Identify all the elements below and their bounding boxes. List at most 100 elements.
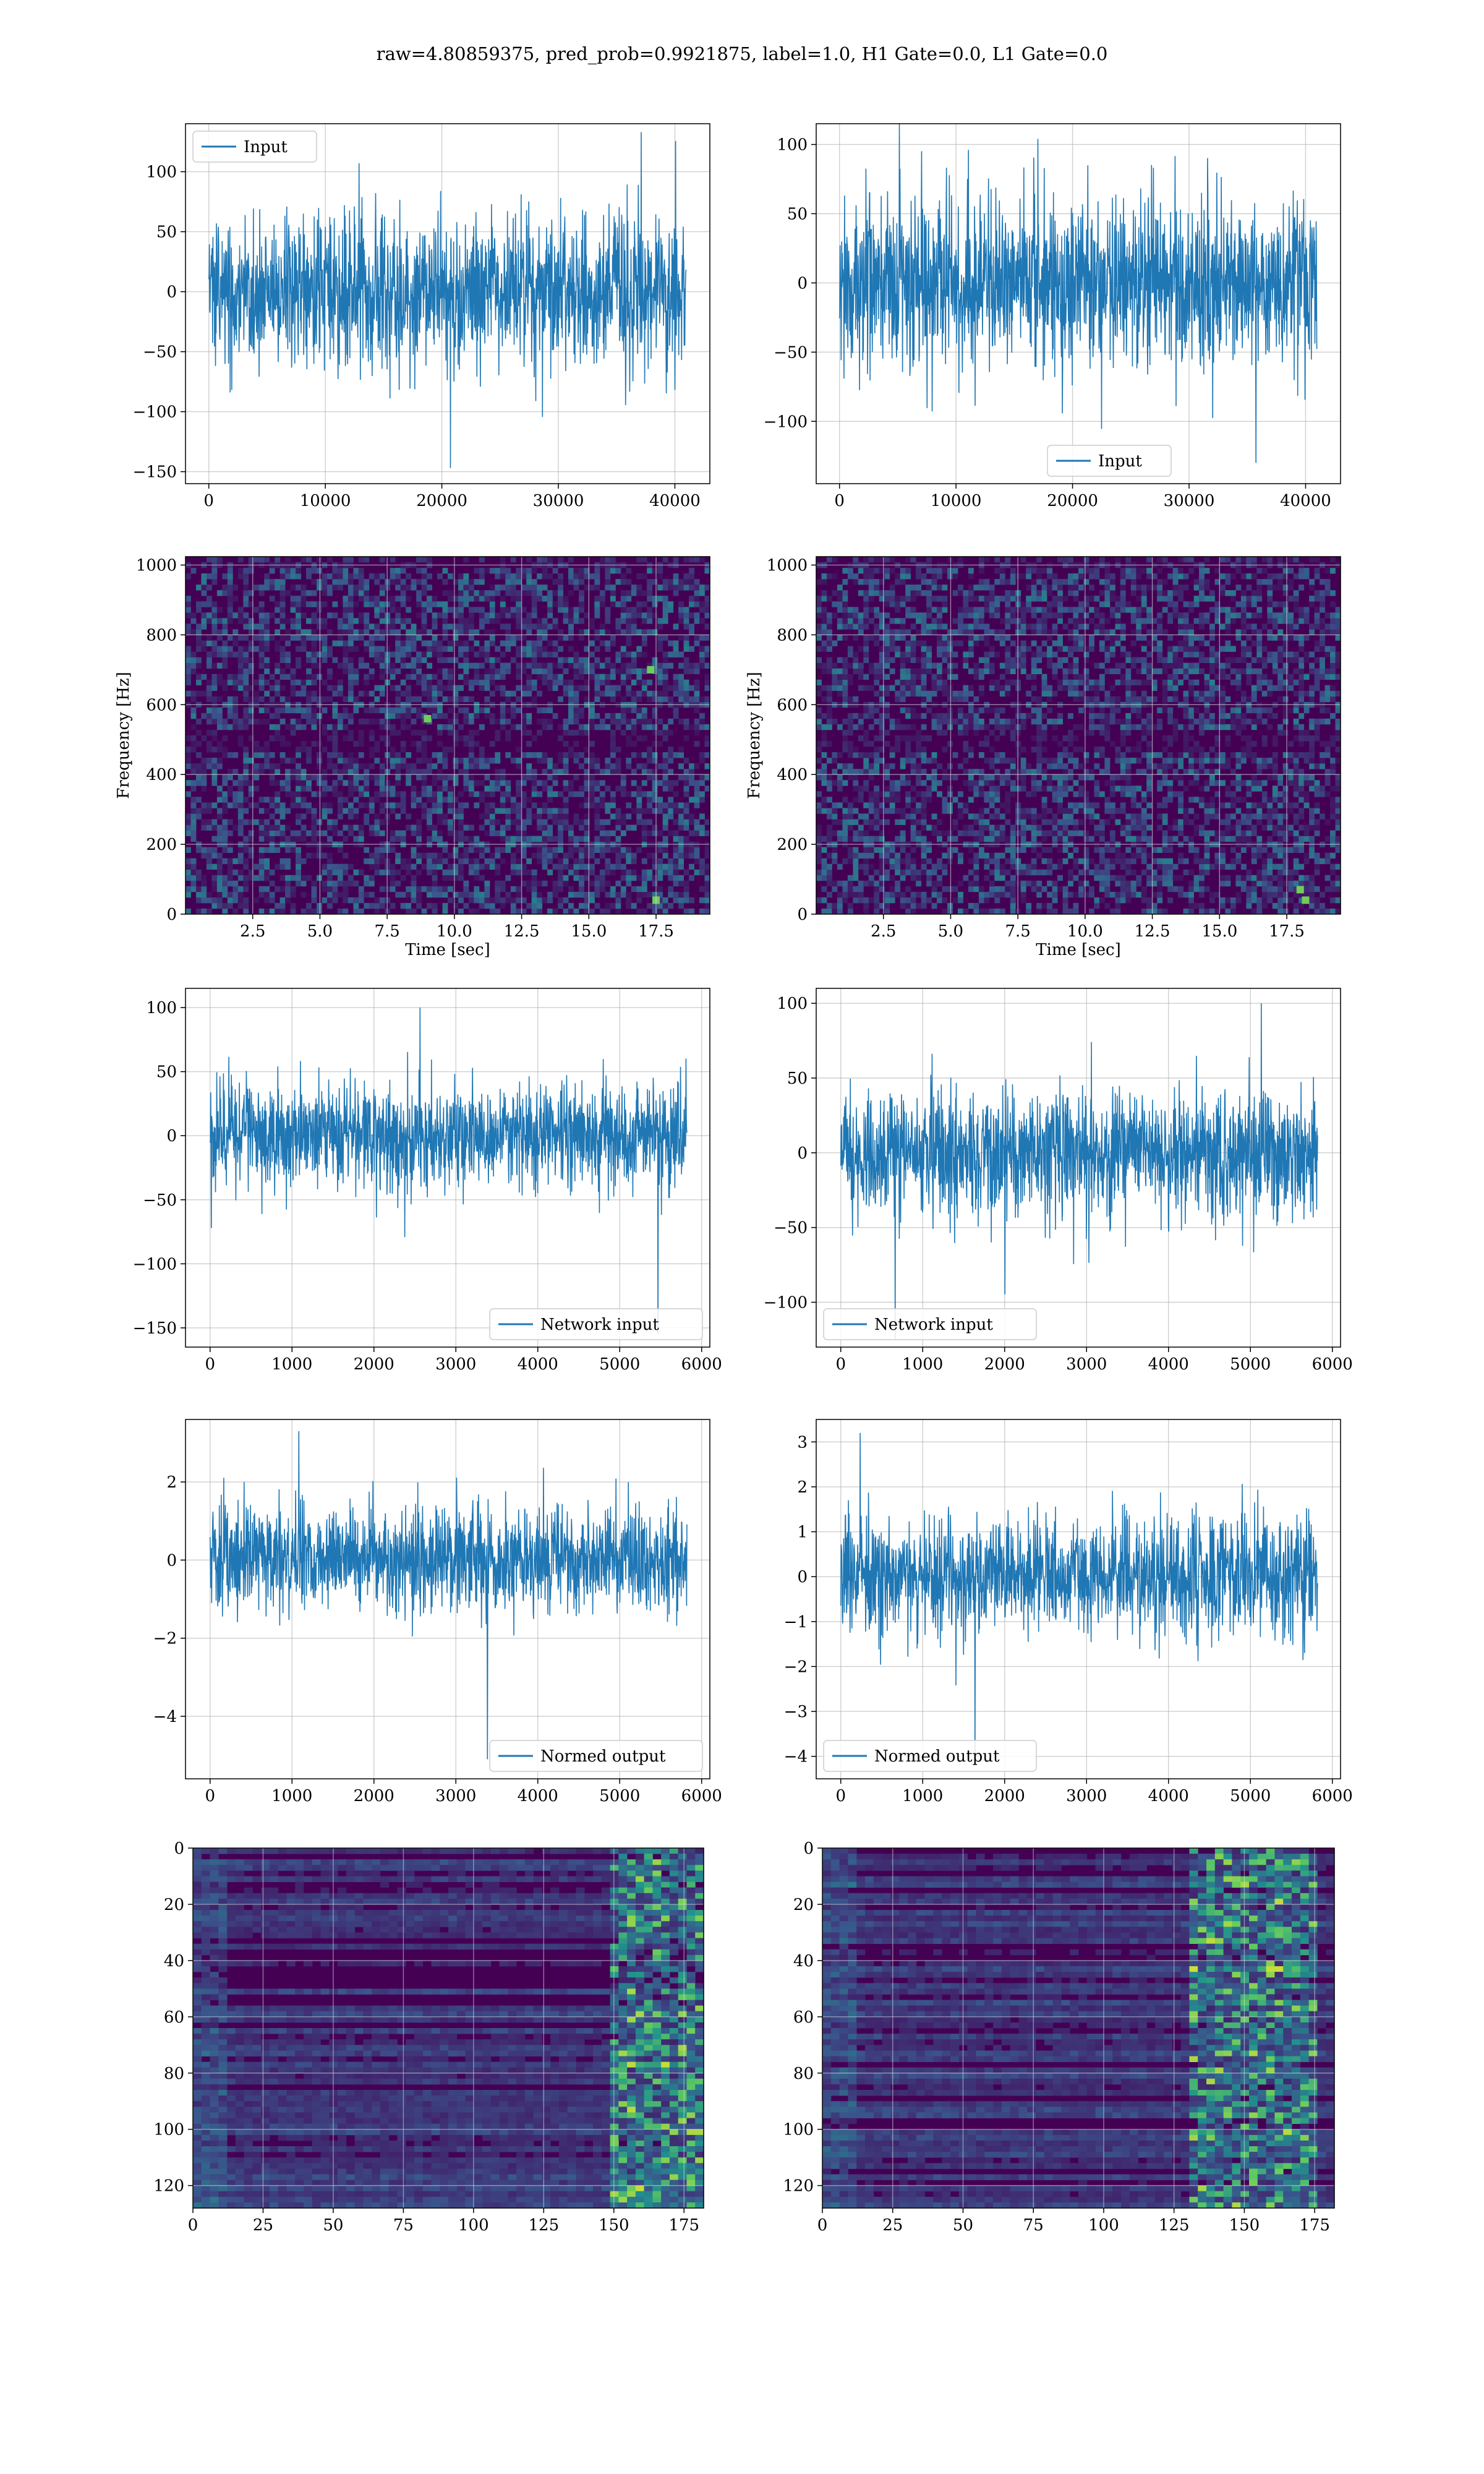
heatmap-cell [847, 741, 853, 747]
heatmap-cell [926, 646, 932, 652]
heatmap-cell [905, 735, 911, 742]
heatmap-cell [916, 875, 921, 881]
heatmap-cell [884, 769, 890, 775]
heatmap-cell [510, 858, 516, 865]
heatmap-cell [942, 635, 948, 641]
heatmap-cell [332, 640, 338, 646]
heatmap-cell [683, 869, 689, 876]
y-tick-label: 50 [156, 223, 177, 242]
heatmap-cell [526, 629, 532, 635]
heatmap-cell [479, 797, 485, 803]
heatmap-cell [631, 869, 637, 876]
heatmap-cell [406, 596, 412, 602]
heatmap-cell [343, 573, 349, 580]
heatmap-cell [353, 618, 359, 624]
heatmap-cell [395, 763, 401, 769]
heatmap-cell [963, 718, 969, 725]
heatmap-cell [641, 830, 647, 836]
heatmap-cell [931, 623, 937, 630]
heatmap-cell [196, 601, 202, 607]
heatmap-cell [884, 869, 890, 876]
heatmap-cell [905, 640, 911, 646]
heatmap-cell [626, 707, 632, 714]
heatmap-cell [842, 763, 848, 769]
heatmap-cell [683, 573, 689, 580]
heatmap-cell [374, 902, 380, 909]
heatmap-cell [311, 852, 317, 859]
heatmap-cell [905, 573, 911, 580]
heatmap-cell [942, 679, 948, 686]
heatmap-cell [853, 797, 859, 803]
heatmap-cell [206, 891, 212, 898]
heatmap-cell [879, 808, 885, 814]
heatmap-cell [827, 774, 832, 781]
heatmap-cell [421, 758, 427, 764]
heatmap-cell [579, 713, 584, 719]
heatmap-cell [832, 858, 838, 865]
heatmap-cell [816, 724, 822, 730]
heatmap-cell [858, 886, 864, 892]
heatmap-cell [599, 875, 605, 881]
heatmap-cell [599, 869, 605, 876]
heatmap-cell [895, 718, 901, 725]
heatmap-cell [579, 707, 584, 714]
heatmap-cell [704, 886, 710, 892]
heatmap-cell [699, 635, 705, 641]
heatmap-cell [364, 880, 370, 887]
heatmap-cell [968, 651, 974, 657]
heatmap-cell [301, 830, 307, 836]
heatmap-cell [678, 685, 684, 691]
heatmap-cell [889, 802, 895, 808]
heatmap-cell [232, 752, 239, 758]
heatmap-cell [636, 707, 642, 714]
heatmap-cell [374, 612, 380, 618]
heatmap-cell [285, 557, 291, 563]
heatmap-cell [978, 830, 984, 836]
heatmap-cell [978, 836, 984, 842]
heatmap-cell [847, 623, 853, 630]
heatmap-cell [610, 557, 616, 563]
heatmap-cell [290, 758, 296, 764]
heatmap-cell [641, 713, 647, 719]
heatmap-cell [526, 662, 532, 669]
heatmap-cell [516, 785, 522, 792]
heatmap-cell [227, 875, 233, 881]
heatmap-cell [631, 612, 637, 618]
heatmap-cell [332, 752, 338, 758]
heatmap-cell [910, 657, 916, 663]
heatmap-cell [657, 802, 663, 808]
heatmap-cell [296, 718, 301, 725]
heatmap-cell [905, 886, 911, 892]
heatmap-cell [332, 612, 338, 618]
heatmap-cell [211, 897, 218, 904]
heatmap-cell [227, 891, 233, 898]
heatmap-cell [416, 679, 422, 686]
heatmap-cell [905, 707, 911, 714]
heatmap-cell [306, 568, 312, 574]
heatmap-cell [910, 690, 916, 697]
heatmap-cell [327, 863, 333, 870]
heatmap-cell [505, 791, 511, 797]
heatmap-cell [662, 774, 668, 781]
heatmap-cell [558, 724, 563, 730]
heatmap-cell [673, 830, 679, 836]
heatmap-cell [968, 785, 974, 792]
heatmap-cell [699, 584, 705, 591]
heatmap-cell [631, 690, 637, 697]
heatmap-cell [264, 747, 270, 753]
heatmap-cell [406, 909, 412, 915]
heatmap-cell [947, 685, 953, 691]
heatmap-cell [989, 791, 995, 797]
heatmap-cell [683, 819, 689, 825]
heatmap-cell [937, 875, 942, 881]
heatmap-cell [337, 780, 343, 786]
heatmap-cell [558, 858, 563, 865]
heatmap-cell [322, 769, 328, 775]
heatmap-cell [673, 780, 679, 786]
heatmap-cell [531, 769, 537, 775]
heatmap-cell [673, 808, 679, 814]
heatmap-cell [610, 886, 616, 892]
heatmap-cell [395, 579, 401, 585]
heatmap-cell [683, 774, 689, 781]
heatmap-cell [400, 651, 406, 657]
